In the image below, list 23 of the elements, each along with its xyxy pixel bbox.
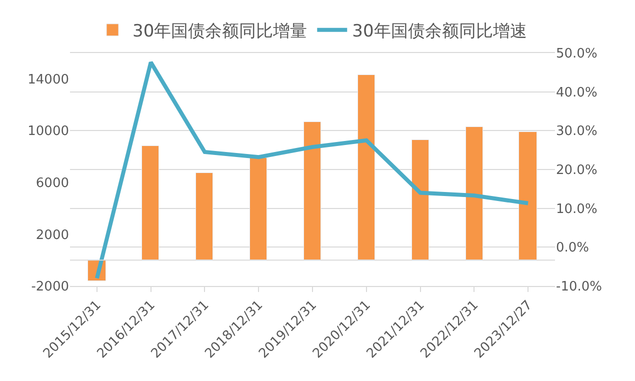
legend-label: 30年国债余额同比增量 (132, 22, 308, 42)
legend-label: 30年国债余额同比增速 (352, 22, 527, 42)
y2-tick-label: 30.0% (556, 124, 598, 140)
y-tick-label: 10000 (28, 124, 69, 140)
y2-tick-label: 40.0% (556, 85, 598, 100)
y2-tick-label: -10.0% (556, 280, 602, 295)
bar (358, 74, 375, 260)
y-tick-label: 6000 (36, 176, 69, 191)
y-tick-label: 14000 (28, 72, 69, 88)
y2-tick-label: 10.0% (556, 202, 598, 217)
y2-tick-label: 0.0% (556, 240, 590, 256)
y-tick-label: 2000 (36, 228, 69, 243)
y2-tick-label: 20.0% (556, 163, 598, 178)
bar (466, 126, 483, 260)
bar (196, 172, 213, 260)
y-tick-label: -2000 (31, 280, 69, 295)
y2-tick-label: 50.0% (556, 46, 598, 62)
bar (518, 132, 537, 260)
bar (250, 158, 267, 260)
bar (412, 140, 429, 260)
line-series (94, 60, 530, 280)
bar (142, 146, 159, 260)
bar (304, 122, 321, 260)
